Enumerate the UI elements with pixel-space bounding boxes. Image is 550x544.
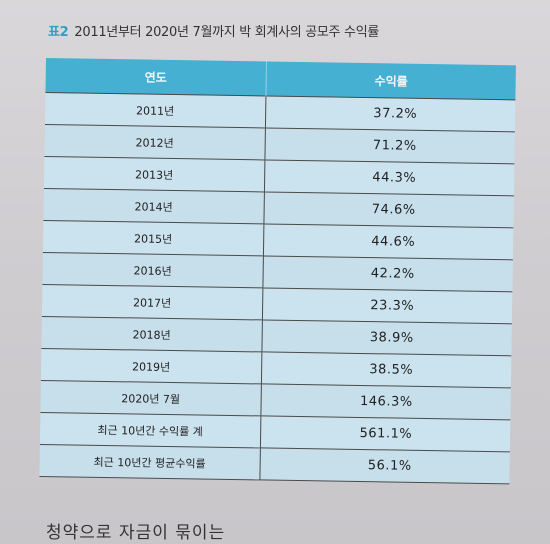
table-title: 2011년부터 2020년 7월까지 박 회계사의 공모주 수익률 (74, 25, 380, 40)
return-cell: 561.1% (260, 415, 511, 452)
return-cell: 74.6% (263, 191, 514, 228)
header-year: 연도 (45, 58, 267, 96)
return-cell: 23.3% (262, 287, 513, 324)
table-caption: 표2 2011년부터 2020년 7월까지 박 회계사의 공모주 수익률 (48, 21, 379, 40)
return-cell: 44.6% (263, 223, 514, 260)
year-cell: 2015년 (42, 220, 264, 256)
year-cell: 2011년 (44, 92, 266, 128)
year-cell: 2013년 (43, 156, 265, 192)
table-number-label: 표2 (48, 25, 69, 40)
year-cell: 2020년 7월 (40, 380, 262, 416)
year-cell: 2016년 (42, 252, 264, 288)
returns-table: 연도 수익률 2011년 37.2% 2012년 71.2% 2013년 44.… (39, 58, 516, 484)
table-row: 최근 10년간 평균수익률 56.1% (39, 444, 510, 484)
return-cell: 37.2% (265, 95, 516, 132)
return-cell: 146.3% (260, 383, 511, 420)
body-text-footer: 청약으로 자금이 묶이는 (46, 523, 226, 543)
year-cell: 2012년 (44, 124, 266, 160)
return-cell: 71.2% (264, 127, 515, 164)
return-cell: 42.2% (262, 255, 513, 292)
return-cell: 44.3% (264, 159, 515, 196)
return-cell: 56.1% (259, 447, 510, 484)
header-return: 수익률 (374, 73, 408, 89)
year-cell: 최근 10년간 수익률 계 (39, 412, 261, 448)
return-cell: 38.5% (261, 351, 512, 388)
year-cell: 2014년 (43, 188, 265, 224)
returns-table-wrapper: 연도 수익률 2011년 37.2% 2012년 71.2% 2013년 44.… (39, 58, 516, 484)
year-cell: 2017년 (41, 284, 263, 320)
year-cell: 최근 10년간 평균수익률 (39, 444, 261, 480)
year-cell: 2018년 (41, 316, 263, 352)
year-cell: 2019년 (40, 348, 262, 384)
return-cell: 38.9% (261, 319, 512, 356)
